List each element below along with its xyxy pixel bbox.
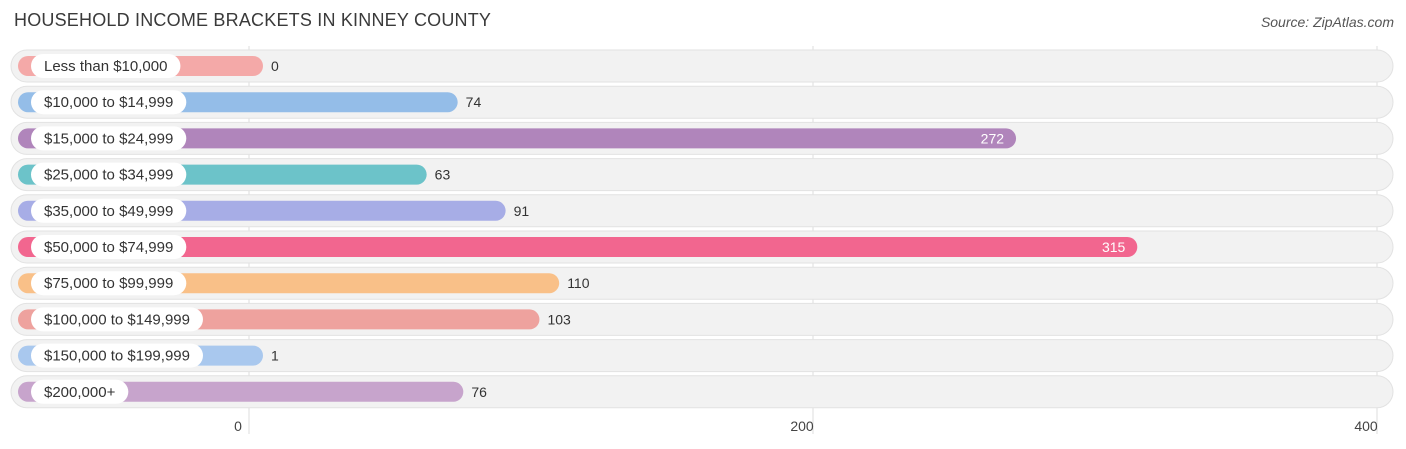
- category-label-pill: [31, 235, 187, 259]
- category-label: $75,000 to $99,999: [44, 275, 173, 292]
- category-label-pill: [31, 162, 187, 187]
- category-label-pill: [31, 198, 187, 223]
- row-background: [10, 339, 1394, 373]
- bar: [18, 128, 1017, 149]
- category-label-pill: [31, 307, 203, 332]
- value-label: 63: [435, 167, 451, 183]
- category-label: $25,000 to $34,999: [44, 167, 173, 184]
- category-label-pill: [31, 271, 187, 296]
- category-label: $10,000 to $14,999: [44, 94, 173, 111]
- category-label-pill: [31, 379, 129, 404]
- category-label: $100,000 to $149,999: [44, 311, 190, 328]
- axis-tick-label: 0: [234, 418, 242, 434]
- chart-title: HOUSEHOLD INCOME BRACKETS IN KINNEY COUN…: [14, 10, 492, 30]
- bar: [18, 381, 464, 402]
- category-label: $15,000 to $24,999: [44, 130, 173, 147]
- category-label-pill: [31, 126, 187, 151]
- value-label: 76: [471, 384, 487, 400]
- value-label: 74: [466, 94, 482, 110]
- axis-tick-label: 200: [790, 418, 814, 434]
- value-label: 1: [271, 348, 279, 364]
- value-label: 272: [981, 130, 1005, 146]
- axis-tick-label: 400: [1354, 418, 1378, 434]
- value-label: 110: [567, 275, 590, 291]
- row-background: [10, 49, 1394, 83]
- value-label: 0: [271, 58, 279, 74]
- value-label: 91: [514, 203, 530, 219]
- category-label-pill: [31, 343, 203, 368]
- category-label: $35,000 to $49,999: [44, 203, 173, 220]
- bar: [18, 237, 1138, 257]
- category-label: $150,000 to $199,999: [44, 348, 190, 365]
- category-label: $50,000 to $74,999: [44, 239, 173, 256]
- value-label: 103: [547, 311, 571, 327]
- source-label: Source: ZipAtlas.com: [1260, 14, 1394, 30]
- category-label: Less than $10,000: [44, 58, 167, 75]
- category-label-pill: [31, 90, 187, 115]
- category-label: $200,000+: [44, 384, 116, 401]
- value-label: 315: [1102, 239, 1126, 255]
- category-label-pill: [31, 54, 181, 78]
